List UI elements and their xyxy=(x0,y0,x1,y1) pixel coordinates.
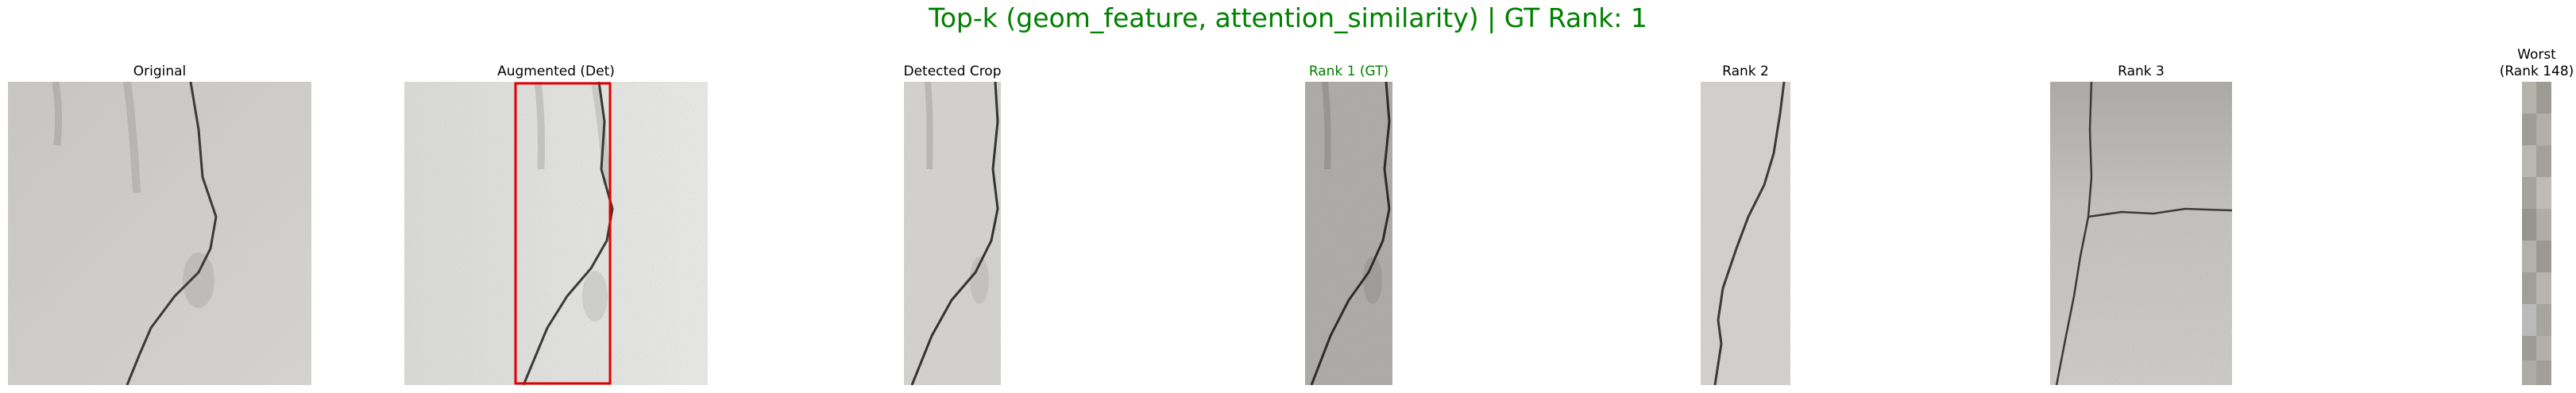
panel-label-augmented: Augmented (Det) xyxy=(497,64,615,79)
rank-3-image xyxy=(2050,82,2232,385)
panel-label-original: Original xyxy=(133,64,187,79)
panel-label-crop: Detected Crop xyxy=(903,64,1002,79)
rank-1-image xyxy=(1305,82,1392,385)
rank-2-image xyxy=(1701,82,1790,385)
worst-image xyxy=(2522,82,2551,385)
panel-label-rank-1: Rank 1 (GT) xyxy=(1308,64,1389,79)
detection-box xyxy=(514,82,612,385)
panel-label-rank-3: Rank 3 xyxy=(2118,64,2165,79)
panel-label-rank-2: Rank 2 xyxy=(1722,64,1769,79)
figure-title: Top-k (geom_feature, attention_similarit… xyxy=(929,2,1647,33)
panel-label-worst: Worst (Rank 148) xyxy=(2499,47,2574,79)
detected-crop-image xyxy=(904,82,1001,385)
augmented-image xyxy=(404,82,708,385)
original-image xyxy=(8,82,311,385)
